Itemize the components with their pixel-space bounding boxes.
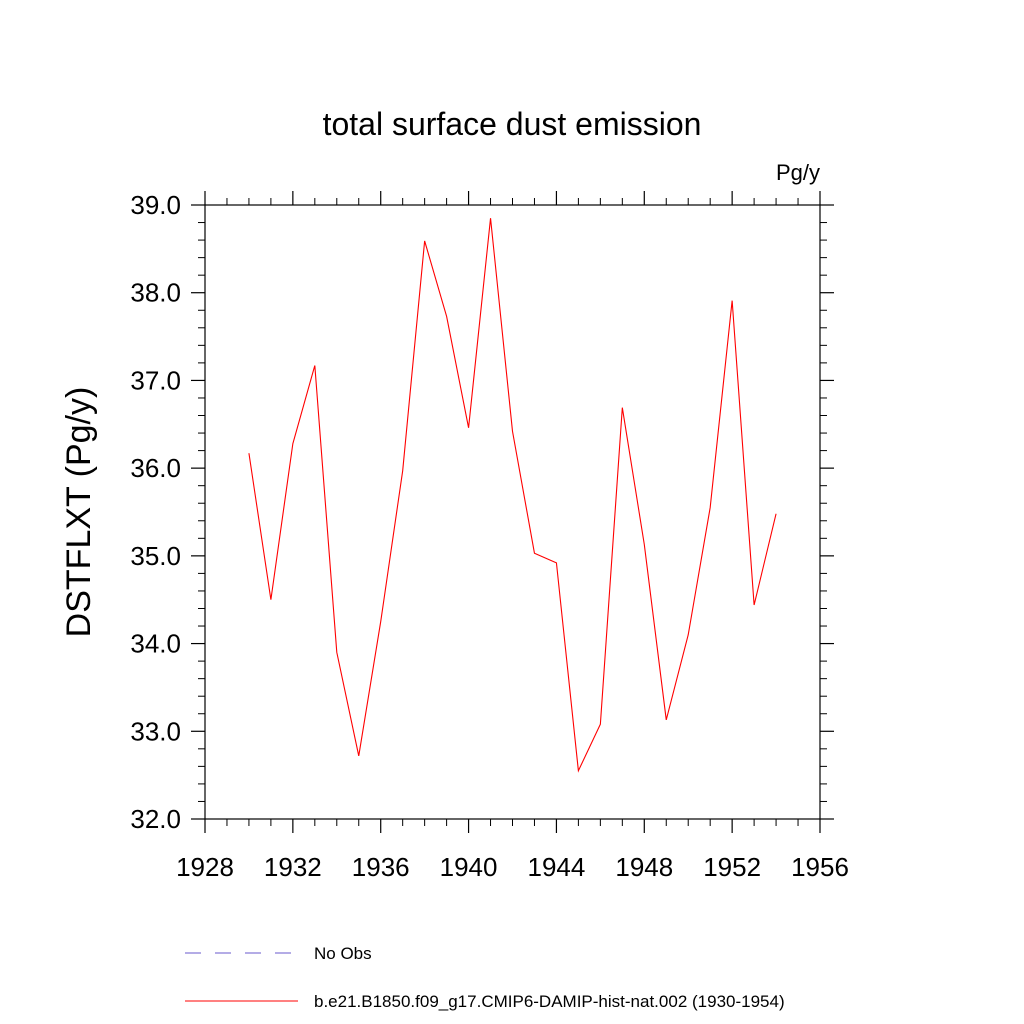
x-tick-label: 1948 xyxy=(615,852,673,882)
units-label: Pg/y xyxy=(776,160,820,185)
y-axis-label: DSTFLXT (Pg/y) xyxy=(60,387,98,638)
tick-labels: 1928 1932 1936 1940 1944 1948 1952 1956 32.0 33.0… xyxy=(130,190,849,882)
x-tick-label: 1952 xyxy=(703,852,761,882)
x-tick-label: 1940 xyxy=(440,852,498,882)
x-tick-label: 1944 xyxy=(528,852,586,882)
x-tick-label: 1956 xyxy=(791,852,849,882)
chart-title: total surface dust emission xyxy=(323,106,702,142)
y-tick-label: 38.0 xyxy=(130,278,181,308)
y-tick-label: 37.0 xyxy=(130,365,181,395)
axis-ticks xyxy=(191,191,834,833)
legend-label-no-obs: No Obs xyxy=(314,944,372,963)
x-tick-label: 1932 xyxy=(264,852,322,882)
y-tick-label: 36.0 xyxy=(130,453,181,483)
legend-label-model-run: b.e21.B1850.f09_g17.CMIP6-DAMIP-hist-nat… xyxy=(314,992,785,1011)
plot-frame xyxy=(204,204,821,820)
legend: No Obs b.e21.B1850.f09_g17.CMIP6-DAMIP-h… xyxy=(185,944,785,1011)
x-tick-label: 1928 xyxy=(176,852,234,882)
y-tick-label: 39.0 xyxy=(130,190,181,220)
y-tick-label: 34.0 xyxy=(130,629,181,659)
series-layer xyxy=(248,218,777,773)
y-tick-label: 33.0 xyxy=(130,716,181,746)
series-line-1 xyxy=(248,218,777,773)
x-tick-label: 1936 xyxy=(352,852,410,882)
y-tick-label: 32.0 xyxy=(130,804,181,834)
y-tick-label: 35.0 xyxy=(130,541,181,571)
